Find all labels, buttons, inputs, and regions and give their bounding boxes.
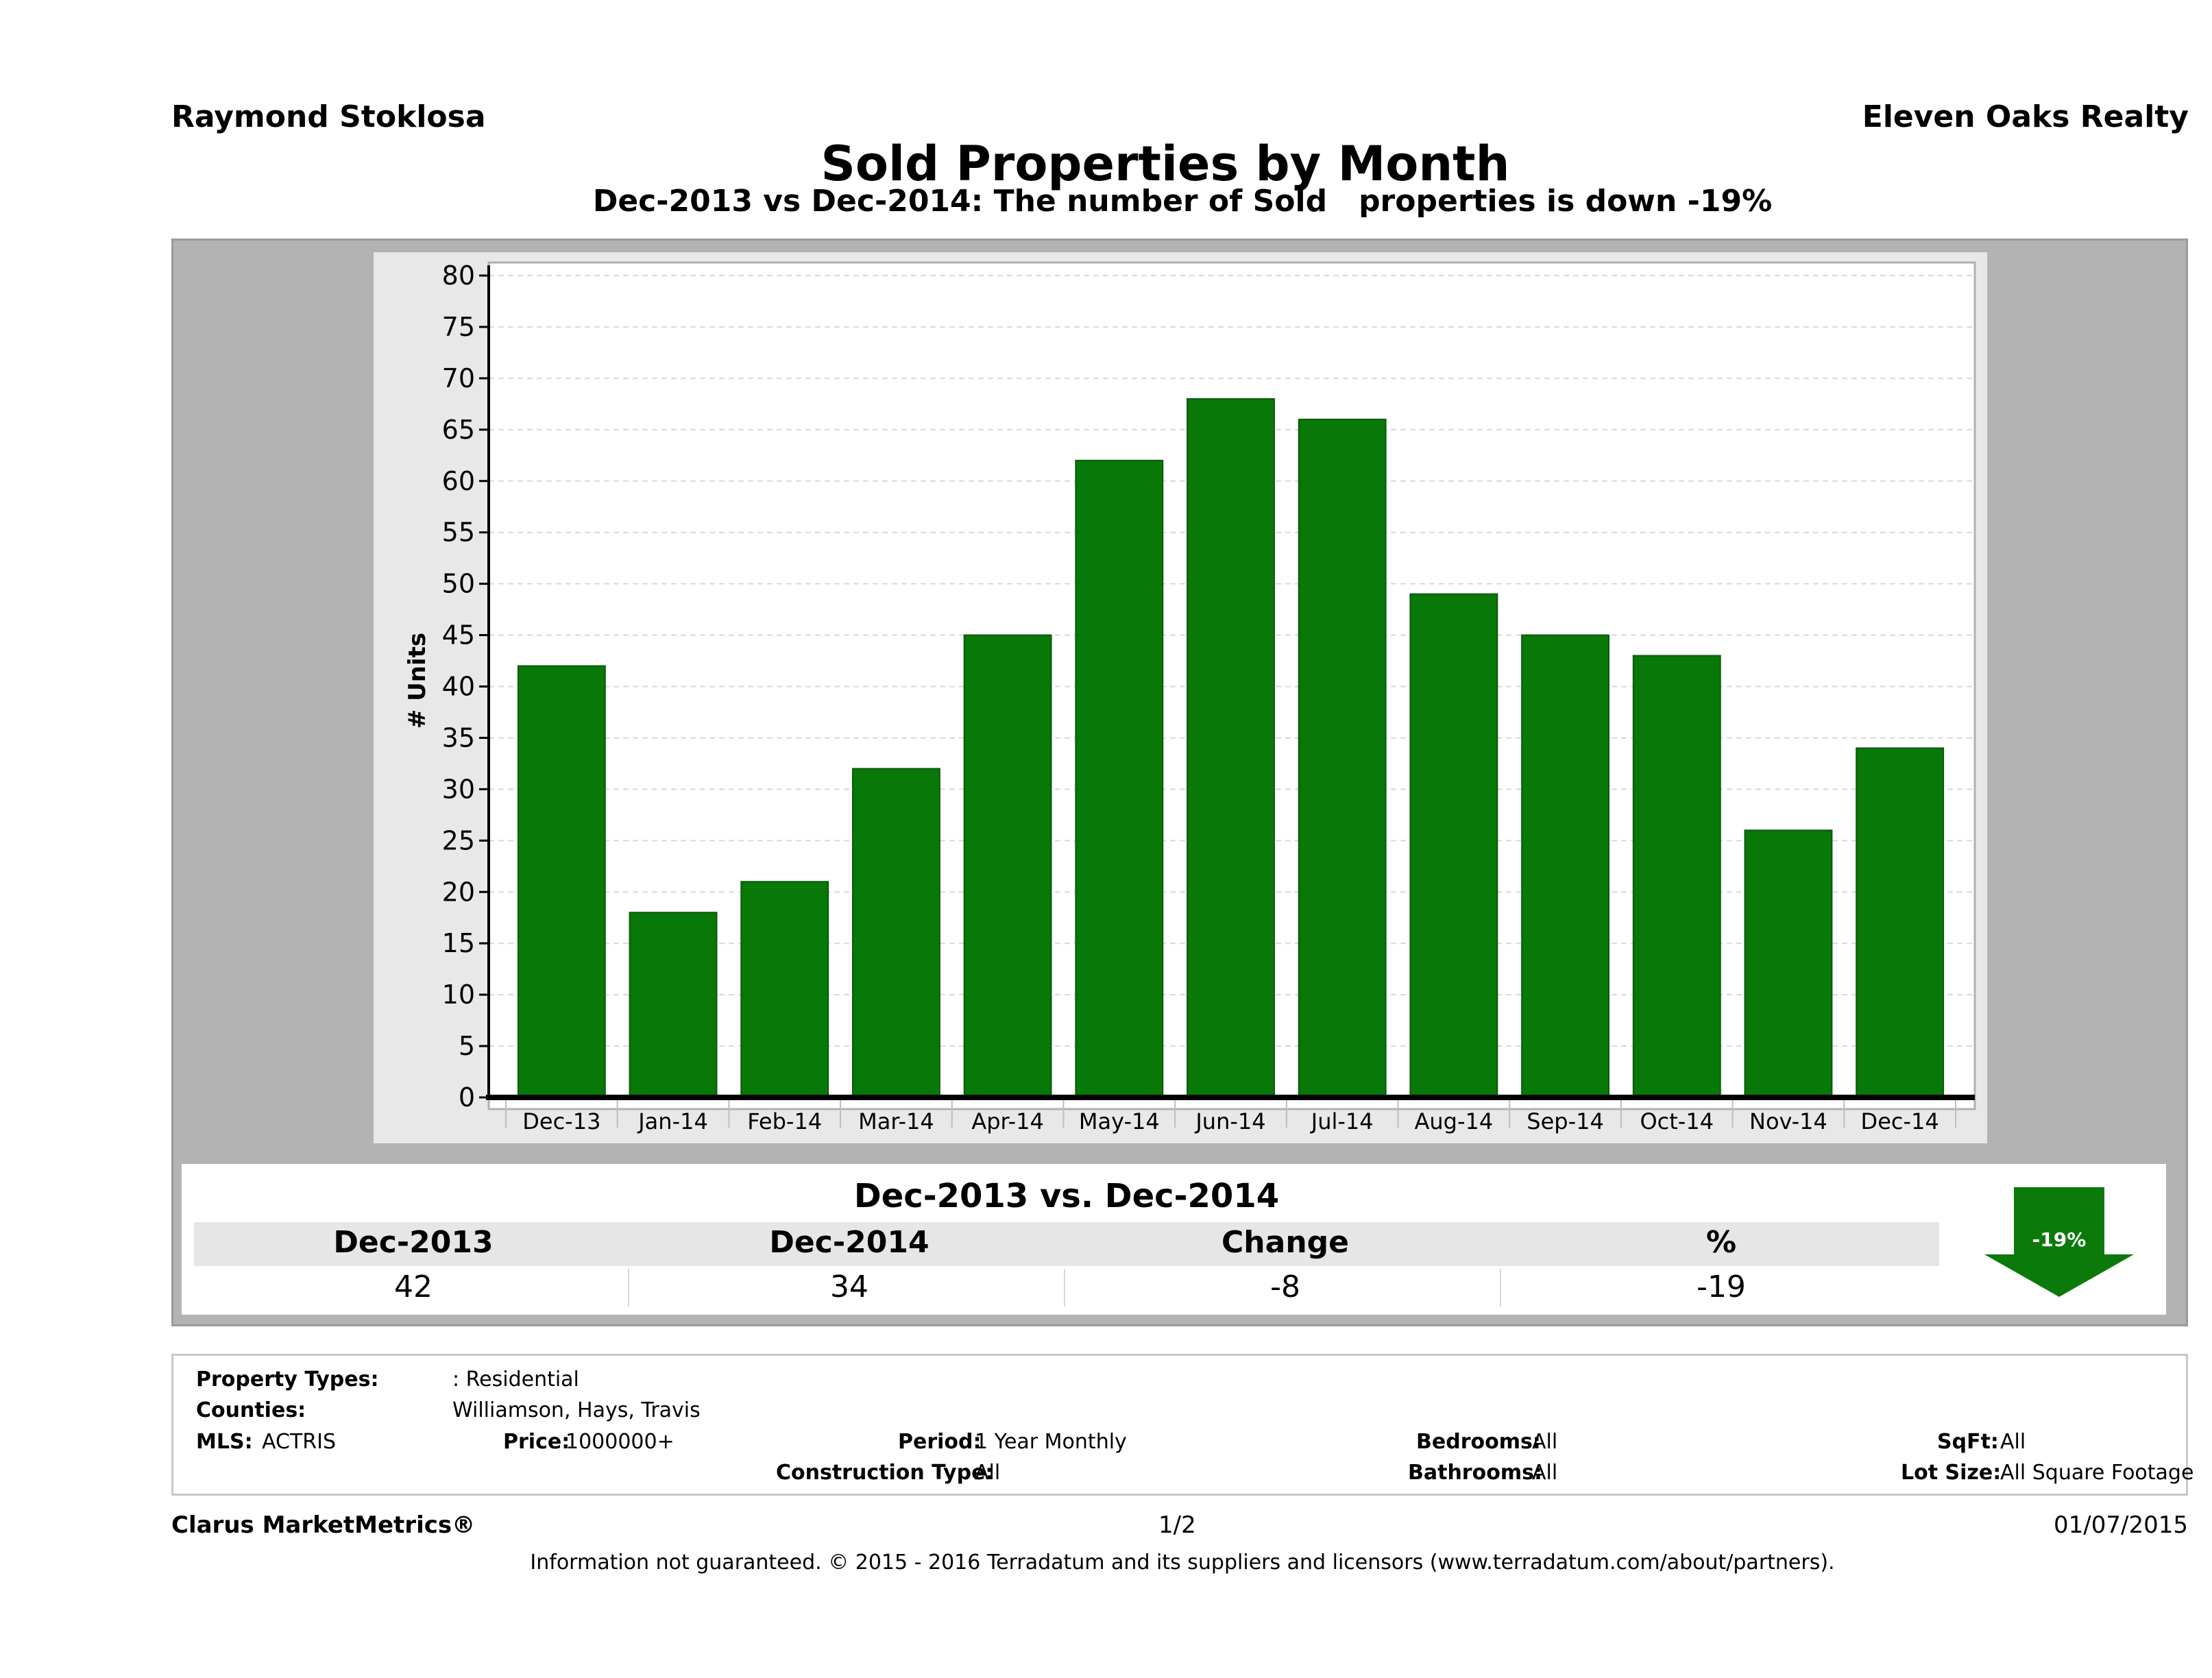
property-types-value: : Residential	[452, 1367, 579, 1391]
bar-sep-14	[1521, 634, 1610, 1098]
y-tick-label: 55	[442, 518, 475, 548]
y-tick-label: 30	[442, 774, 475, 804]
y-tick-label: 25	[442, 825, 475, 855]
comparison-heading: Dec-2013 vs. Dec-2014	[194, 1174, 1939, 1219]
y-tick-label: 70	[442, 363, 475, 393]
page-number: 1/2	[1158, 1511, 1196, 1539]
x-tick-label: Jun-14	[1194, 1108, 1265, 1134]
down-arrow-icon: -19%	[1984, 1187, 2134, 1297]
company-name: Eleven Oaks Realty	[1862, 99, 2189, 134]
column-divider	[1500, 1269, 1501, 1306]
report-date: 01/07/2015	[2054, 1511, 2188, 1539]
y-tick-label: 40	[442, 672, 475, 702]
column-divider	[628, 1269, 629, 1306]
y-tick-label: 15	[442, 928, 475, 958]
bar-jun-14	[1187, 398, 1275, 1099]
bathrooms-label: Bathrooms:	[1408, 1461, 1542, 1485]
y-tick-label: 60	[442, 466, 475, 496]
mls-value: ACTRIS	[262, 1430, 337, 1454]
x-tick-label: Jul-14	[1310, 1108, 1374, 1134]
comparison-header-row	[194, 1222, 1939, 1266]
x-tick-label: Dec-14	[1861, 1108, 1939, 1134]
period-value: 1 Year Monthly	[975, 1430, 1127, 1454]
value-dec-2013: 42	[394, 1269, 433, 1304]
bar-may-14	[1075, 459, 1164, 1098]
bar-oct-14	[1632, 655, 1721, 1098]
x-tick-label: Mar-14	[858, 1108, 934, 1134]
y-tick-label: 50	[442, 569, 475, 599]
change-badge-text: -19%	[2032, 1228, 2087, 1251]
x-tick-label: Sep-14	[1527, 1108, 1604, 1134]
comparison-value-row	[194, 1269, 1939, 1306]
bar-dec-13	[517, 665, 606, 1098]
disclaimer: Information not guaranteed. © 2015 - 201…	[530, 1551, 1835, 1574]
x-tick-label: Jan-14	[637, 1108, 708, 1134]
footer-brand: Clarus MarketMetrics®	[171, 1511, 476, 1539]
bar-dec-14	[1856, 747, 1945, 1098]
bar-jan-14	[629, 912, 718, 1098]
value-percent: -19	[1697, 1269, 1746, 1304]
construction-type-value: All	[975, 1461, 1001, 1485]
counties-value: Williamson, Hays, Travis	[452, 1398, 701, 1422]
y-tick-label: 35	[442, 722, 475, 753]
y-tick-label: 75	[442, 312, 475, 342]
y-tick-label: 45	[442, 620, 475, 650]
bedrooms-value: All	[1532, 1430, 1558, 1454]
value-dec-2014: 34	[830, 1269, 868, 1304]
price-label: Price:	[503, 1430, 570, 1454]
y-tick-label: 5	[459, 1031, 475, 1061]
period-label: Period:	[898, 1430, 982, 1454]
col-header-percent: %	[1705, 1225, 1737, 1260]
property-types-label: Property Types:	[196, 1367, 379, 1391]
x-tick-label: Aug-14	[1415, 1108, 1494, 1134]
report-subtitle: Dec-2013 vs Dec-2014: The number of Sold…	[592, 184, 1773, 219]
bar-feb-14	[740, 881, 829, 1098]
x-tick-label: May-14	[1079, 1108, 1160, 1134]
y-tick-label: 10	[442, 980, 475, 1010]
lot-size-value: All Square Footage	[2000, 1461, 2194, 1485]
filters-box	[171, 1354, 2188, 1496]
bar-mar-14	[851, 768, 940, 1099]
value-change: -8	[1270, 1269, 1300, 1304]
counties-label: Counties:	[196, 1398, 306, 1422]
agent-name: Raymond Stoklosa	[171, 99, 486, 134]
price-value: 1000000+	[566, 1430, 674, 1454]
y-axis-ticks: 0 5 10 15 20 25 30 35 40 45 50 55 60 65 70 75 80	[442, 260, 489, 1112]
y-tick-label: 0	[459, 1082, 475, 1112]
bar-apr-14	[963, 634, 1052, 1098]
x-axis-ticks: Dec-13 Jan-14 Feb-14 Mar-14 Apr-14 May-14 Jun-…	[505, 1100, 1956, 1134]
down-arrow-shape	[1984, 1187, 2134, 1297]
x-tick-label: Nov-14	[1749, 1108, 1827, 1134]
construction-type-label: Construction Type:	[776, 1461, 994, 1485]
col-header-dec-2014: Dec-2014	[769, 1225, 929, 1260]
change-indicator: -19%	[1966, 1174, 2153, 1307]
bedrooms-label: Bedrooms:	[1416, 1430, 1541, 1454]
col-header-change: Change	[1222, 1225, 1349, 1260]
col-header-dec-2013: Dec-2013	[333, 1225, 494, 1260]
x-tick-label: Oct-14	[1640, 1108, 1714, 1134]
y-tick-label: 80	[442, 260, 475, 291]
bars	[517, 398, 1945, 1099]
x-tick-label: Feb-14	[747, 1108, 822, 1134]
x-tick-label: Apr-14	[971, 1108, 1044, 1134]
y-tick-label: 65	[442, 415, 475, 445]
bathrooms-value: All	[1532, 1461, 1558, 1485]
bar-chart: 0 5 10 15 20 25 30 35 40 45 50 55 60 65 70 75 80 Dec-13 J…	[404, 260, 1976, 1134]
column-divider	[1064, 1269, 1065, 1306]
y-tick-label: 20	[442, 877, 475, 907]
sqft-label: SqFt:	[1937, 1430, 1999, 1454]
report-title: Sold Properties by Month	[821, 136, 1510, 192]
x-tick-label: Dec-13	[522, 1108, 600, 1134]
bar-aug-14	[1409, 593, 1498, 1098]
sqft-value: All	[2000, 1430, 2026, 1454]
bar-jul-14	[1298, 418, 1387, 1098]
mls-label: MLS:	[196, 1430, 253, 1454]
bar-nov-14	[1744, 829, 1833, 1098]
lot-size-label: Lot Size:	[1901, 1461, 2002, 1485]
y-axis-label: # Units	[404, 633, 431, 729]
